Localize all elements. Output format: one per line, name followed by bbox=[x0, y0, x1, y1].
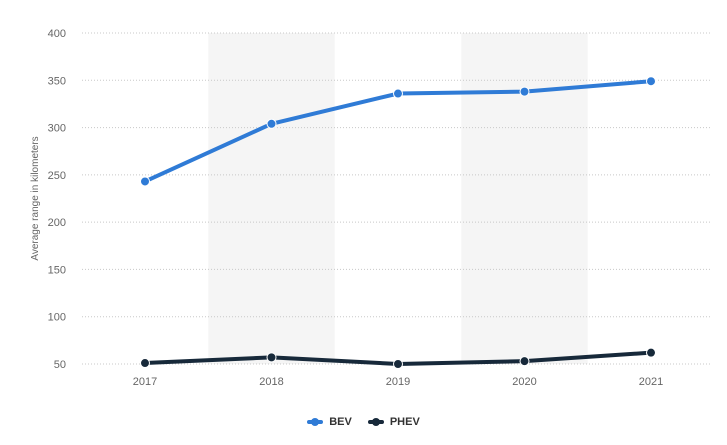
data-point-bev-2020[interactable] bbox=[519, 86, 530, 97]
data-point-phev-2021[interactable] bbox=[646, 347, 656, 358]
band-2020 bbox=[461, 33, 588, 364]
y-tick-label: 150 bbox=[48, 264, 66, 276]
data-point-bev-2017[interactable] bbox=[140, 176, 150, 187]
legend: BEV PHEV bbox=[0, 414, 727, 430]
y-tick-label: 400 bbox=[48, 28, 66, 40]
x-tick-label: 2017 bbox=[133, 376, 157, 388]
legend-marker-phev bbox=[367, 417, 384, 427]
x-tick-label: 2019 bbox=[386, 376, 410, 388]
x-tick-label: 2018 bbox=[259, 376, 283, 388]
data-point-phev-2018[interactable] bbox=[266, 352, 277, 363]
data-point-phev-2020[interactable] bbox=[519, 356, 530, 367]
data-point-bev-2018[interactable] bbox=[266, 118, 277, 129]
y-tick-label: 350 bbox=[48, 75, 66, 87]
y-tick-label: 250 bbox=[48, 170, 66, 182]
y-tick-label: 200 bbox=[48, 217, 66, 229]
alternating-year-bands bbox=[208, 33, 588, 364]
legend-item-bev[interactable]: BEV bbox=[307, 414, 352, 430]
data-point-bev-2021[interactable] bbox=[646, 76, 656, 87]
data-point-phev-2017[interactable] bbox=[140, 358, 150, 369]
legend-label-phev: PHEV bbox=[389, 416, 420, 428]
data-point-phev-2019[interactable] bbox=[393, 359, 403, 369]
y-tick-label: 100 bbox=[48, 312, 66, 324]
y-tick-label: 300 bbox=[48, 123, 66, 135]
y-axis-ticks: 50 100 150 200 250 300 350 400 bbox=[48, 28, 66, 371]
x-tick-label: 2020 bbox=[512, 376, 536, 388]
data-point-bev-2019[interactable] bbox=[393, 88, 403, 99]
x-tick-label: 2021 bbox=[639, 376, 663, 388]
legend-marker-bev bbox=[307, 417, 324, 427]
x-axis-ticks: 2017 2018 2019 2020 2021 bbox=[133, 376, 663, 388]
y-axis-label: Average range in kilometers bbox=[30, 136, 41, 260]
y-tick-label: 50 bbox=[54, 359, 66, 371]
legend-label-bev: BEV bbox=[329, 416, 352, 428]
series-lines bbox=[140, 76, 656, 369]
gridlines bbox=[82, 32, 712, 365]
legend-item-phev[interactable]: PHEV bbox=[367, 414, 420, 430]
band-2018 bbox=[208, 33, 335, 364]
